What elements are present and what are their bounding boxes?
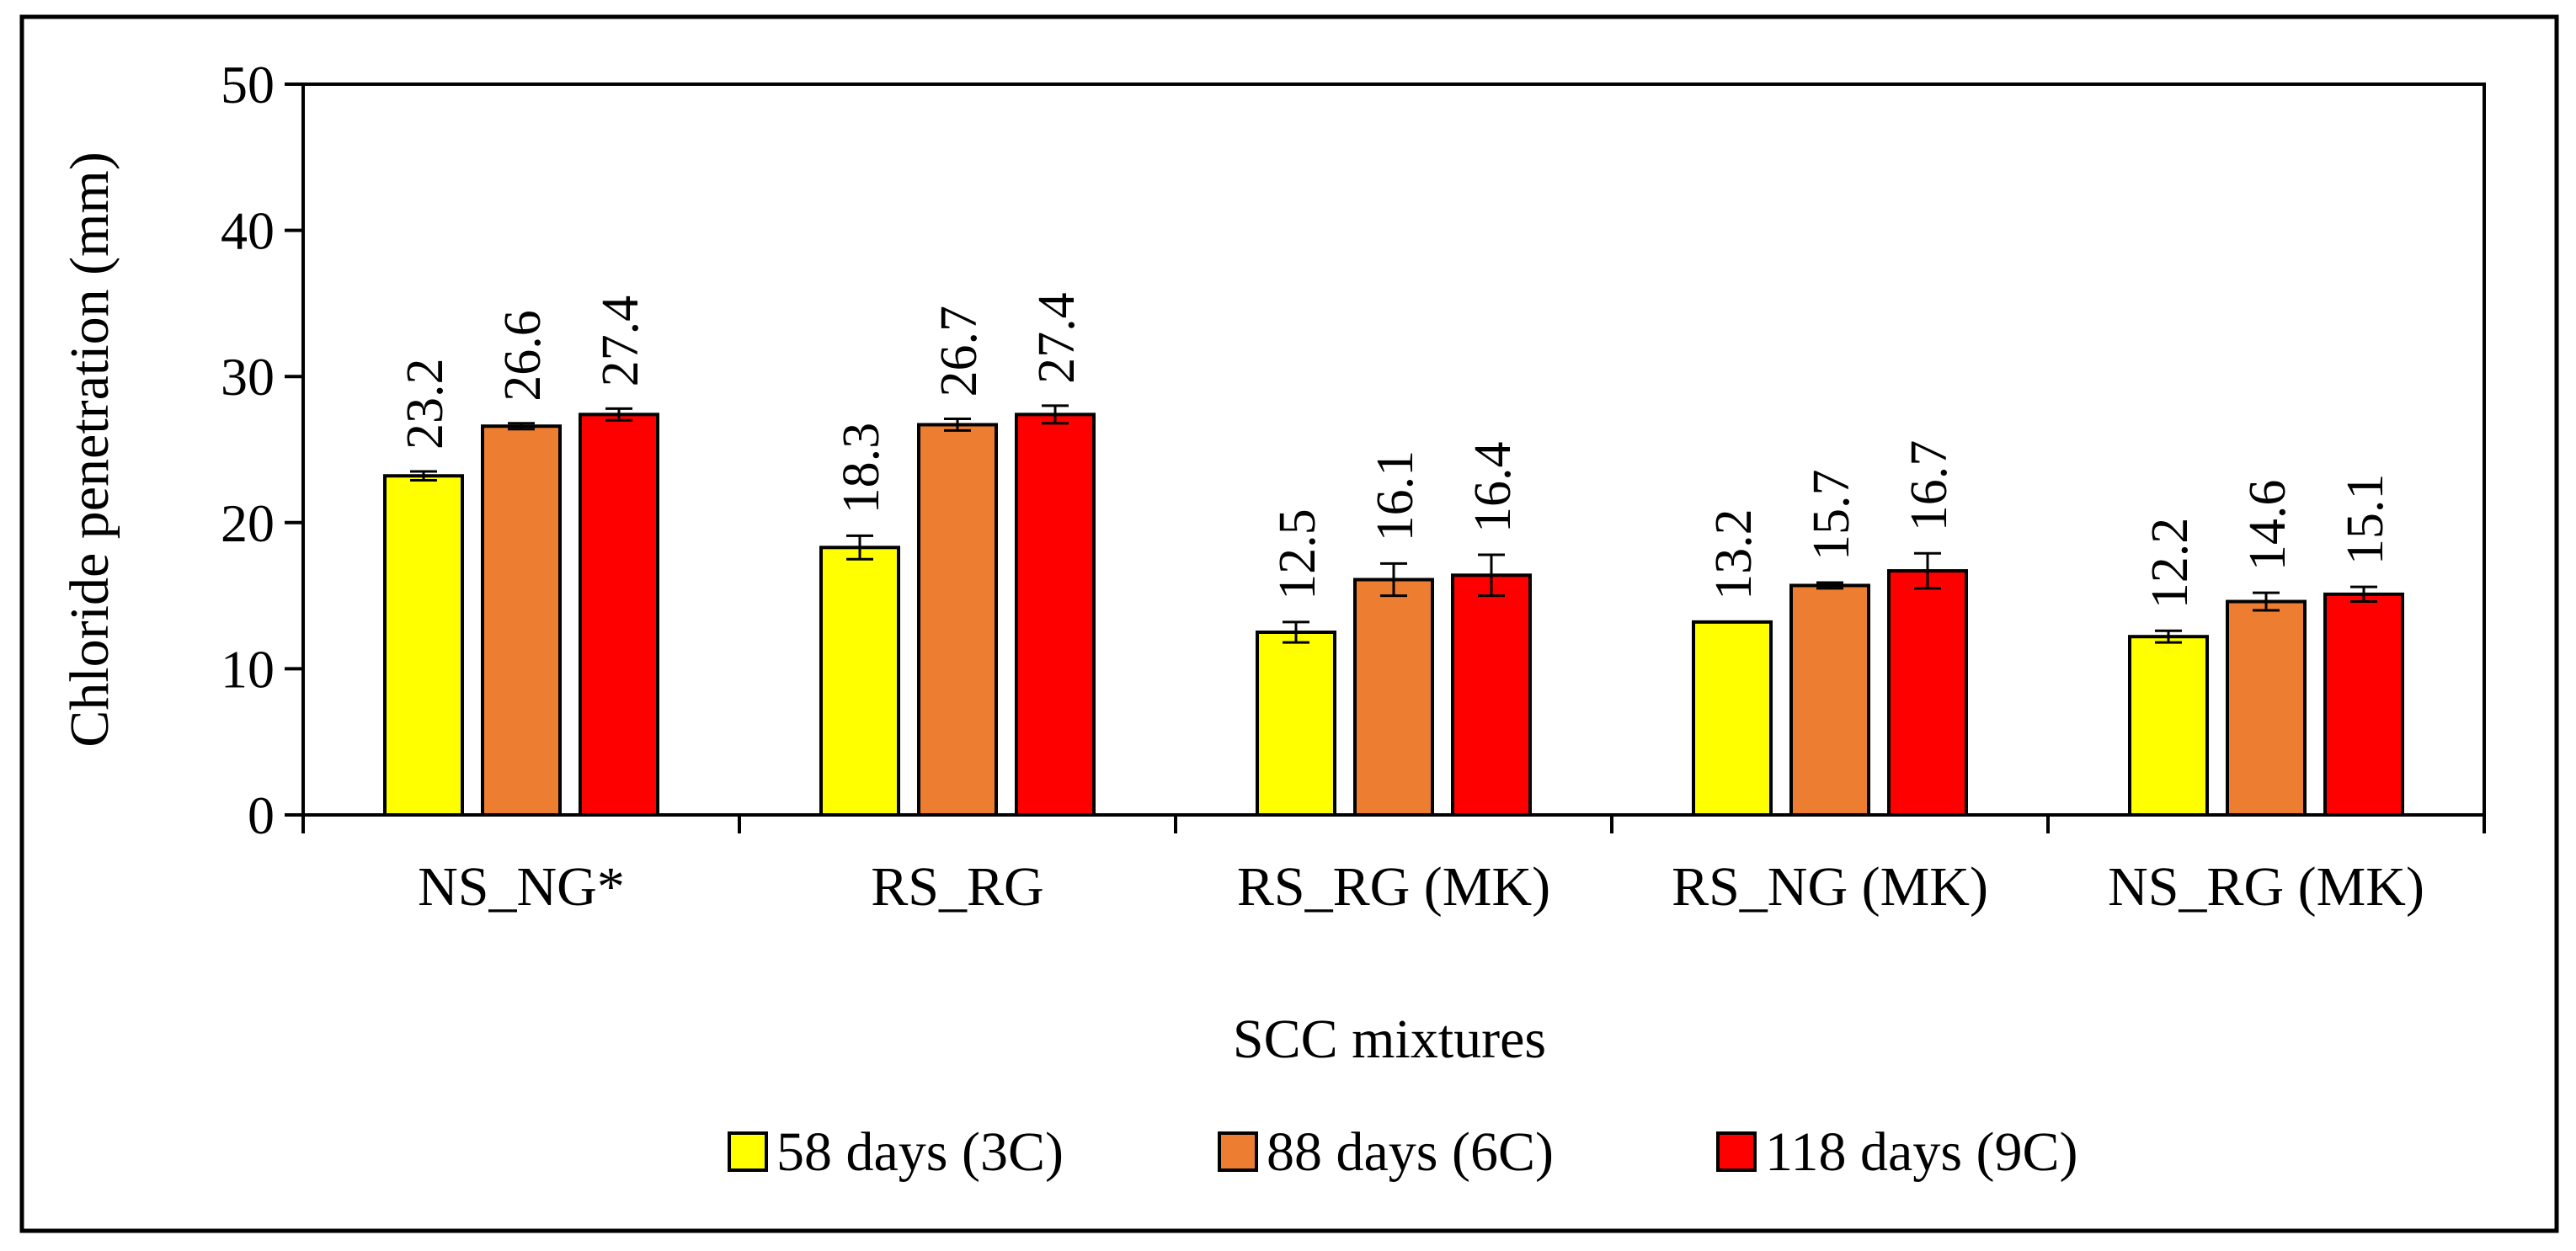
legend-label: 58 days (3C) — [776, 1121, 1064, 1183]
data-label: 12.2 — [2141, 518, 2199, 610]
legend-swatch — [728, 1131, 768, 1172]
bar — [2226, 599, 2307, 817]
bar — [1353, 578, 1434, 817]
bar — [383, 474, 464, 817]
x-tick-label: NS_RG (MK) — [2108, 856, 2424, 918]
y-tick-label: 50 — [221, 55, 275, 114]
bar — [1887, 569, 1968, 817]
data-label: 27.4 — [1028, 292, 1085, 384]
y-tick-label: 20 — [221, 493, 275, 553]
bar — [1015, 413, 1096, 817]
data-label: 12.5 — [1269, 508, 1326, 600]
data-label: 15.1 — [2337, 474, 2394, 566]
data-label: 26.6 — [494, 310, 552, 402]
legend-swatch — [1716, 1131, 1757, 1172]
data-label: 16.4 — [1464, 441, 1522, 533]
bar — [1256, 631, 1336, 817]
bar — [481, 424, 562, 817]
data-label: 16.1 — [1367, 450, 1424, 542]
data-label: 18.3 — [833, 423, 890, 514]
data-label: 15.7 — [1803, 469, 1860, 561]
bar — [1789, 583, 1870, 817]
y-tick-label: 40 — [221, 201, 275, 261]
y-tick-label: 30 — [221, 347, 275, 407]
data-label: 13.2 — [1705, 508, 1763, 600]
legend: 58 days (3C) 88 days (6C) 118 days (9C) — [728, 1121, 2078, 1183]
x-tick-label: RS_RG — [871, 856, 1043, 918]
legend-label: 88 days (6C) — [1267, 1121, 1554, 1183]
y-axis-label: Chloride penetration (mm) — [59, 152, 120, 747]
x-tick-label: NS_NG* — [418, 856, 625, 918]
x-tick-label: RS_NG (MK) — [1672, 856, 1988, 918]
y-tick-label: 10 — [221, 639, 275, 699]
bar — [579, 413, 659, 817]
legend-label: 118 days (9C) — [1765, 1121, 2078, 1183]
bar — [917, 423, 998, 817]
data-label: 14.6 — [2239, 480, 2296, 572]
y-tick-label: 0 — [248, 785, 275, 845]
legend-swatch — [1218, 1131, 1258, 1172]
data-label: 26.7 — [931, 306, 988, 397]
x-axis-label: SCC mixtures — [1233, 1009, 1546, 1070]
data-label: 16.7 — [1901, 440, 1958, 532]
bar — [2323, 592, 2404, 817]
bar — [819, 546, 900, 817]
bar — [2128, 635, 2209, 817]
x-tick-label: RS_RG (MK) — [1237, 856, 1550, 918]
bar — [1692, 620, 1773, 817]
data-label: 23.2 — [397, 359, 454, 450]
data-label: 27.4 — [592, 295, 649, 387]
plot-area: 0 10 20 30 40 50 23.2 26.6 27.4 NS_NG* 18.3 26.7 27.… — [221, 55, 2486, 918]
bar — [1451, 573, 1532, 817]
